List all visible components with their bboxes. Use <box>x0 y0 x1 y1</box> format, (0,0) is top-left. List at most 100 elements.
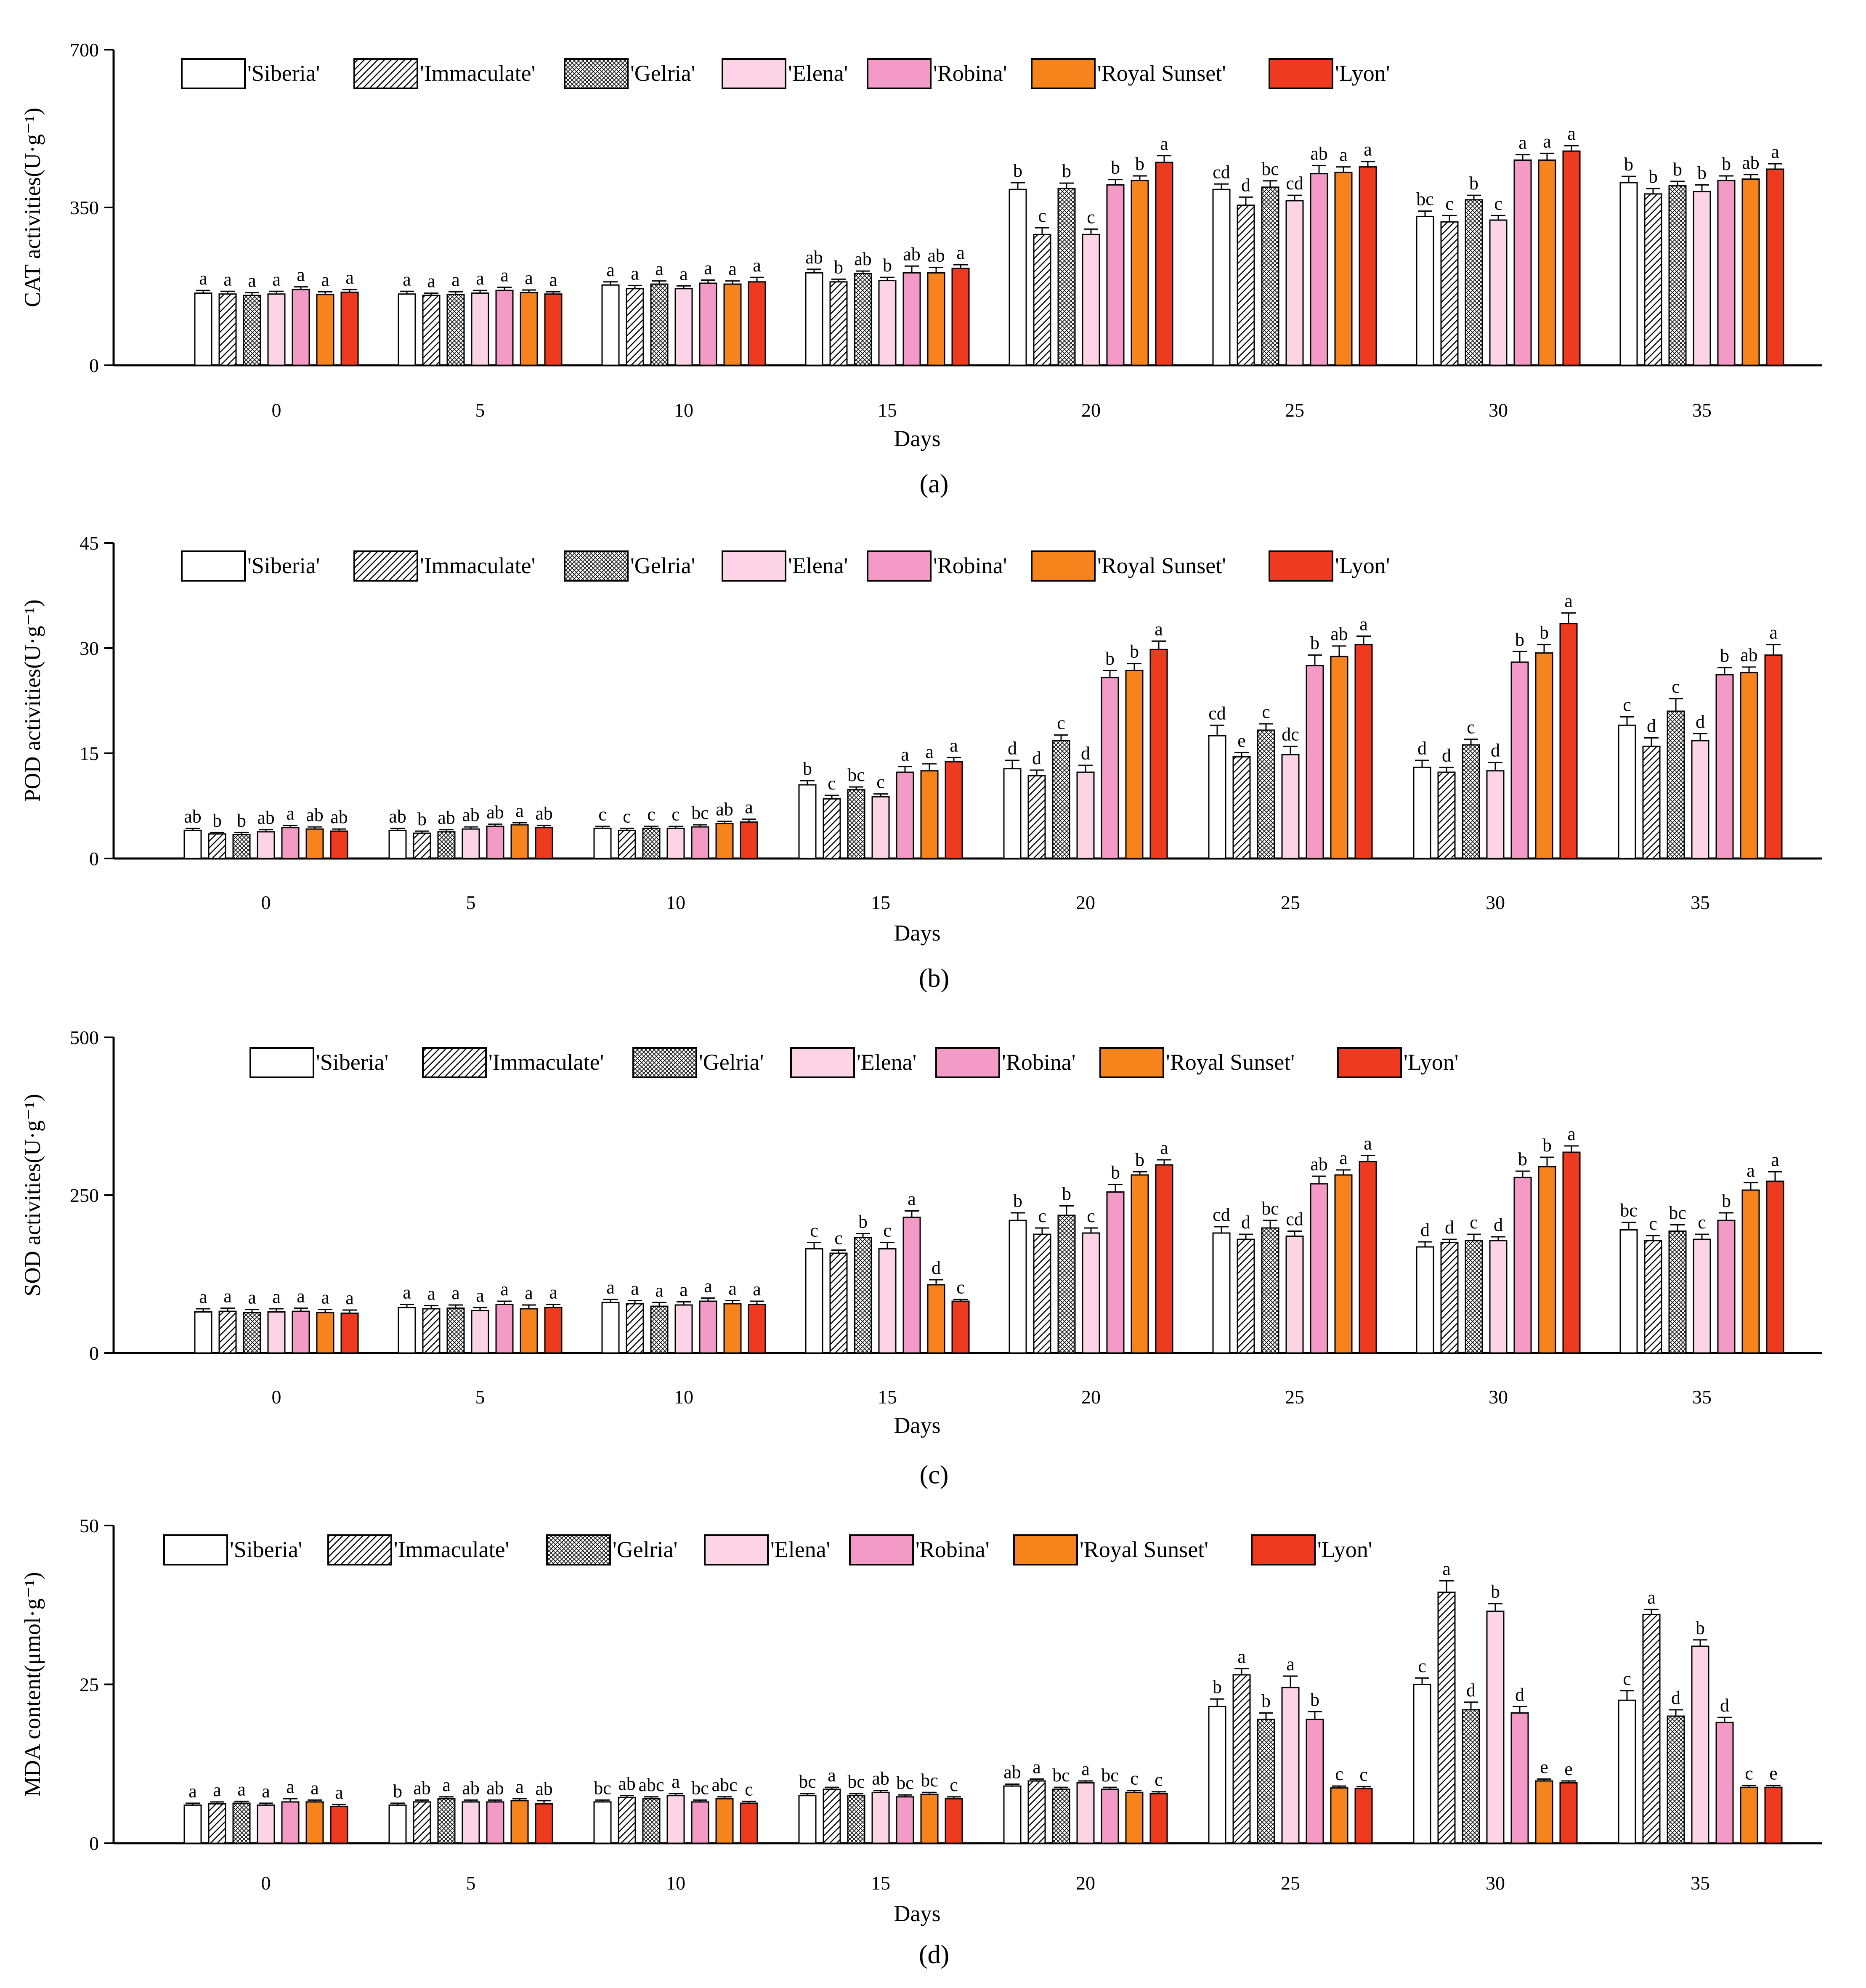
significance-letter: bc <box>691 803 709 823</box>
bar <box>715 1798 734 1844</box>
bar <box>1052 740 1070 859</box>
x-tick-label: 5 <box>466 1872 476 1894</box>
significance-letter: a <box>403 269 411 290</box>
bar <box>1033 234 1051 366</box>
bar <box>1717 180 1736 366</box>
bar <box>535 1803 553 1844</box>
bar <box>829 281 848 366</box>
significance-letter: b <box>1722 154 1731 174</box>
bar <box>1310 173 1328 366</box>
bar <box>829 1252 848 1354</box>
bar <box>1076 771 1095 859</box>
significance-letter: b <box>1135 154 1144 174</box>
bar <box>316 1312 334 1354</box>
bar <box>699 282 717 366</box>
bar <box>871 796 890 859</box>
x-tick-label: 25 <box>1285 1386 1304 1408</box>
significance-letter: cd <box>1286 1209 1303 1230</box>
significance-letter: a <box>286 803 295 824</box>
bar <box>1644 193 1662 366</box>
significance-letter: a <box>476 268 484 289</box>
bar <box>1057 188 1076 366</box>
x-tick-label: 30 <box>1486 1872 1505 1894</box>
significance-letter: c <box>745 1779 753 1799</box>
significance-letter: d <box>932 1257 941 1278</box>
significance-letter: cd <box>1286 173 1303 194</box>
significance-letter: d <box>1241 1212 1250 1233</box>
bar <box>1741 178 1760 366</box>
bar <box>1131 1174 1149 1354</box>
significance-letter: c <box>1445 193 1454 214</box>
legend-swatch <box>546 1534 611 1565</box>
bar <box>1740 1786 1758 1844</box>
x-tick-label: 35 <box>1691 1872 1710 1894</box>
bar <box>183 829 202 859</box>
bar <box>1740 672 1758 859</box>
legend-label: 'Robina' <box>933 553 1007 578</box>
significance-letter: a <box>311 1778 319 1798</box>
bar <box>1257 1719 1275 1844</box>
bar <box>1764 654 1783 859</box>
legend-label: 'Elena' <box>857 1050 916 1075</box>
significance-letter: c <box>1130 1768 1139 1789</box>
bar <box>1667 1715 1685 1844</box>
bar <box>183 1804 202 1844</box>
legend-label: 'Royal Sunset' <box>1097 553 1226 578</box>
significance-letter: a <box>345 1288 354 1308</box>
significance-letter: c <box>598 804 607 824</box>
significance-letter: a <box>1339 1148 1348 1168</box>
significance-letter: a <box>1286 1654 1295 1674</box>
bar <box>1334 1174 1353 1354</box>
bar <box>674 288 693 366</box>
significance-letter: b <box>1111 1162 1120 1183</box>
legend-swatch <box>1269 550 1333 582</box>
x-tick-label: 30 <box>1489 399 1508 421</box>
bar <box>544 293 563 366</box>
x-tick-label: 30 <box>1489 1386 1508 1408</box>
significance-letter: ab <box>805 247 823 268</box>
legend-swatch <box>1099 1047 1164 1078</box>
significance-letter: b <box>1261 1690 1271 1711</box>
legend-label: 'Immaculate' <box>420 61 535 86</box>
significance-letter: d <box>1032 748 1041 768</box>
y-axis-label: MDA content(μmol·g⁻¹) <box>20 1572 45 1797</box>
bar <box>1562 150 1581 366</box>
significance-letter: a <box>925 742 934 762</box>
legend-swatch <box>163 1534 228 1565</box>
significance-letter: d <box>1241 175 1250 195</box>
bar <box>1082 1232 1100 1354</box>
bar <box>243 1312 261 1354</box>
bar <box>1465 1240 1483 1354</box>
legend-swatch <box>1013 1534 1078 1565</box>
significance-letter: ab <box>257 808 275 828</box>
y-tick-label: 50 <box>80 1515 99 1536</box>
y-axis-label: CAT activities(U·g⁻¹) <box>20 108 45 307</box>
significance-letter: a <box>680 1280 688 1300</box>
significance-letter: a <box>549 269 557 290</box>
significance-letter: a <box>655 259 664 279</box>
significance-letter: c <box>1470 1212 1478 1233</box>
bar <box>920 1794 939 1844</box>
significance-letter: bc <box>1052 1765 1070 1786</box>
significance-letter: a <box>1155 619 1163 639</box>
bar <box>740 821 758 859</box>
bar <box>1513 159 1532 366</box>
bar <box>1486 770 1505 859</box>
significance-letter: a <box>272 269 281 290</box>
significance-letter: a <box>297 1286 305 1307</box>
bar <box>1642 1613 1661 1844</box>
bar <box>437 1798 456 1844</box>
bar <box>1232 1674 1251 1844</box>
significance-letter: ab <box>486 1778 504 1798</box>
x-tick-label: 10 <box>666 892 685 913</box>
legend-label: 'Gelria' <box>613 1537 677 1562</box>
bar <box>1619 1229 1638 1354</box>
bar <box>1281 1687 1300 1844</box>
significance-letter: b <box>417 809 427 829</box>
bar <box>1513 1177 1532 1354</box>
bar <box>520 292 538 366</box>
significance-letter: c <box>1087 207 1095 227</box>
significance-letter: a <box>1567 123 1576 144</box>
significance-letter: c <box>1038 1206 1046 1226</box>
x-axis-label: Days <box>894 426 941 451</box>
